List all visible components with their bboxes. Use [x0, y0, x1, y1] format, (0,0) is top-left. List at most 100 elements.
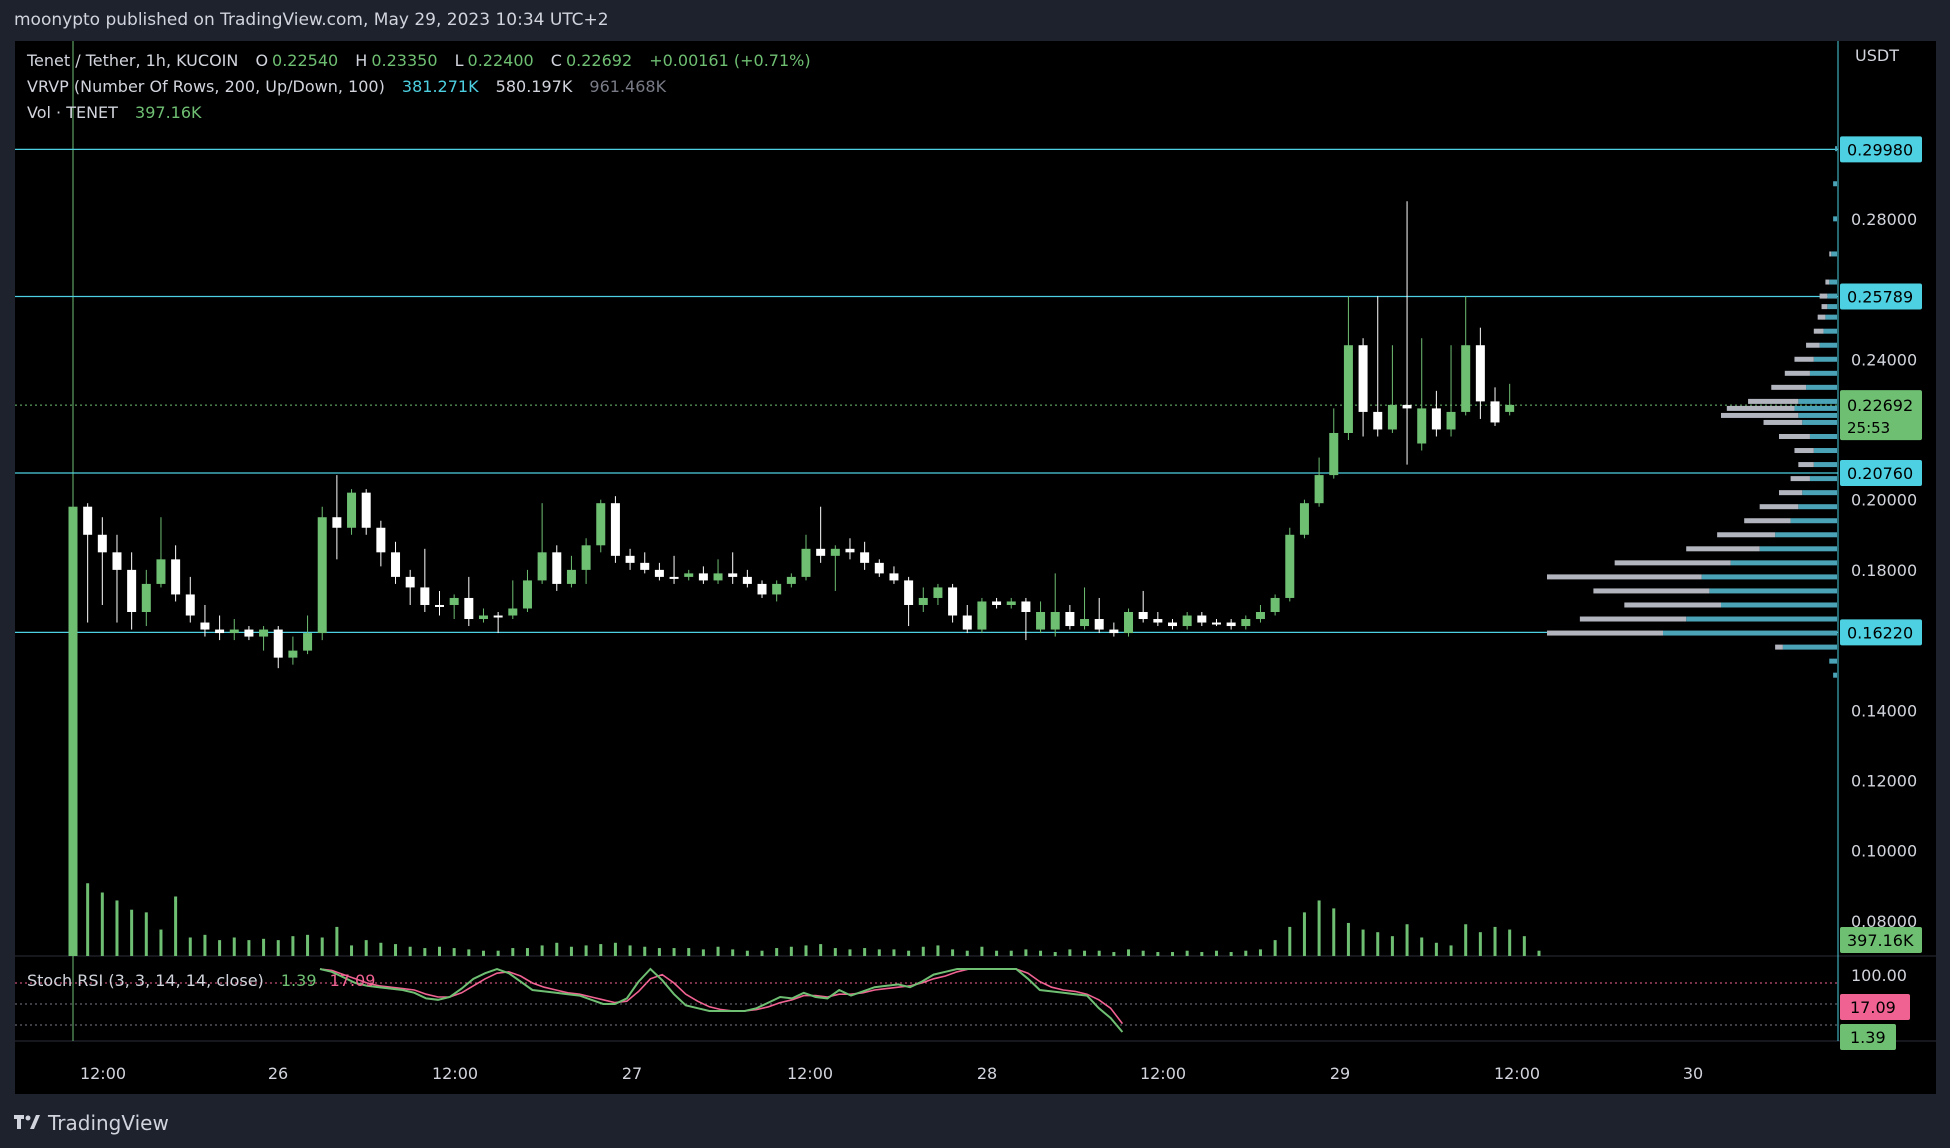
volume-bar	[1332, 908, 1336, 956]
volume-bar	[262, 938, 266, 956]
volume-bar	[1420, 937, 1424, 956]
candle-body	[1153, 619, 1163, 623]
time-tick-label: 12:00	[1140, 1064, 1186, 1083]
stoch-d-badge	[1840, 994, 1910, 1020]
volume-badge	[1840, 927, 1922, 953]
volume-profile-up-bar	[1833, 672, 1837, 678]
volume-profile-down-bar	[1784, 370, 1810, 376]
candle-body	[845, 548, 855, 553]
volume-bar	[335, 926, 339, 956]
candle-body	[816, 548, 826, 556]
volume-bar	[980, 946, 984, 956]
volume-profile-down-bar	[1779, 490, 1803, 496]
volume-profile-up-bar	[1813, 448, 1837, 454]
candle-body	[317, 517, 327, 634]
volume-bar	[350, 945, 354, 956]
level-price-badge	[1840, 619, 1922, 646]
volume-profile-up-bar	[1709, 588, 1837, 594]
volume-bar	[995, 950, 999, 956]
candle-body	[303, 633, 313, 651]
volume-profile-up-bar	[1798, 398, 1837, 404]
chart-canvas[interactable]: USDT 0.28000 0.24000 0.20000 0.18000 0.14000 0…	[15, 41, 1936, 1094]
volume-bar	[1449, 945, 1453, 956]
candle-body	[1373, 411, 1383, 430]
candle-body	[1050, 612, 1060, 630]
tradingview-brand[interactable]: TradingView	[48, 1111, 169, 1135]
volume-bar	[306, 934, 310, 956]
volume-bar	[1258, 949, 1262, 956]
candle-body	[1490, 401, 1500, 423]
volume-profile-down-bar	[1748, 398, 1799, 404]
candle-body	[640, 562, 650, 570]
volume-profile-down-bar	[1547, 574, 1702, 580]
chart-frame[interactable]: USDT 0.28000 0.24000 0.20000 0.18000 0.14000 0…	[15, 41, 1936, 1094]
candle-body	[757, 583, 767, 595]
volume-profile-up-bar	[1809, 476, 1837, 482]
candle-body	[552, 552, 562, 584]
volume-bar	[291, 936, 295, 956]
candle-body	[669, 576, 679, 579]
volume-bar	[833, 948, 837, 956]
volume-profile-up-bar	[1829, 279, 1837, 285]
candle-body	[141, 583, 151, 612]
price-tick-label: 0.08000	[1851, 912, 1917, 931]
volume-bar	[628, 945, 632, 956]
candle-body	[1270, 597, 1280, 612]
candle-body	[948, 587, 958, 616]
volume-bar	[511, 948, 515, 956]
volume-bar	[247, 940, 251, 956]
volume-bar	[819, 944, 823, 956]
volume-bar	[1156, 952, 1160, 956]
volume-profile-up-bar	[1813, 356, 1837, 362]
publish-header: moonypto published on TradingView.com, M…	[14, 10, 609, 30]
volume-bar	[672, 948, 676, 956]
candle-body	[1299, 503, 1309, 535]
candle-body	[332, 517, 342, 528]
symbol-label: Tenet / Tether, 1h, KUCOIN	[27, 51, 239, 70]
last-price-text: 0.22692	[1847, 396, 1913, 415]
volume-bar	[569, 946, 573, 956]
volume-bar	[701, 949, 705, 956]
last-price-badge	[1840, 390, 1922, 441]
candle-body	[566, 569, 576, 584]
candle-body	[405, 576, 415, 588]
vrvp-down: 580.197K	[495, 77, 573, 96]
volume-bar	[188, 937, 192, 956]
volume-bar	[232, 937, 236, 956]
candle-body	[1314, 475, 1324, 504]
volume-profile-up-bar	[1798, 504, 1837, 510]
level-price-text: 0.25789	[1847, 287, 1913, 306]
open-value: 0.22540	[272, 51, 339, 70]
volume-label: Vol · TENET	[27, 103, 118, 122]
volume-bar	[1273, 940, 1277, 956]
candle-body	[1329, 432, 1339, 476]
change-value: +0.00161 (+0.71%)	[649, 51, 811, 70]
candle-body	[904, 580, 914, 605]
volume-bar	[584, 945, 588, 956]
candle-body	[698, 573, 708, 581]
volume-profile-down-bar	[1821, 304, 1828, 310]
volume-bar	[159, 929, 163, 956]
volume-profile-up-bar	[1819, 342, 1837, 348]
time-tick-label: 12:00	[80, 1064, 126, 1083]
volume-bar	[1464, 924, 1468, 956]
volume-bar	[1361, 929, 1365, 956]
volume-bar	[1522, 936, 1526, 956]
volume-bar	[144, 912, 148, 956]
level-price-text: 0.29980	[1847, 140, 1913, 159]
price-tick-label: 0.28000	[1851, 210, 1917, 229]
candle-body	[1182, 615, 1192, 627]
candle-body	[625, 555, 635, 563]
volume-profile-down-bar	[1790, 476, 1810, 482]
vrvp-legend: VRVP (Number Of Rows, 200, Up/Down, 100)…	[27, 77, 670, 96]
low-value: 0.22400	[467, 51, 534, 70]
level-price-text: 0.16220	[1847, 623, 1913, 642]
volume-bar	[408, 946, 412, 956]
volume-profile-down-bar	[1593, 588, 1710, 594]
volume-bar	[965, 950, 969, 956]
volume-profile-down-bar	[1819, 293, 1828, 299]
volume-profile-up-bar	[1775, 532, 1837, 538]
volume-bar	[1317, 900, 1321, 956]
candle-body	[215, 629, 225, 634]
volume-bar	[892, 949, 896, 956]
